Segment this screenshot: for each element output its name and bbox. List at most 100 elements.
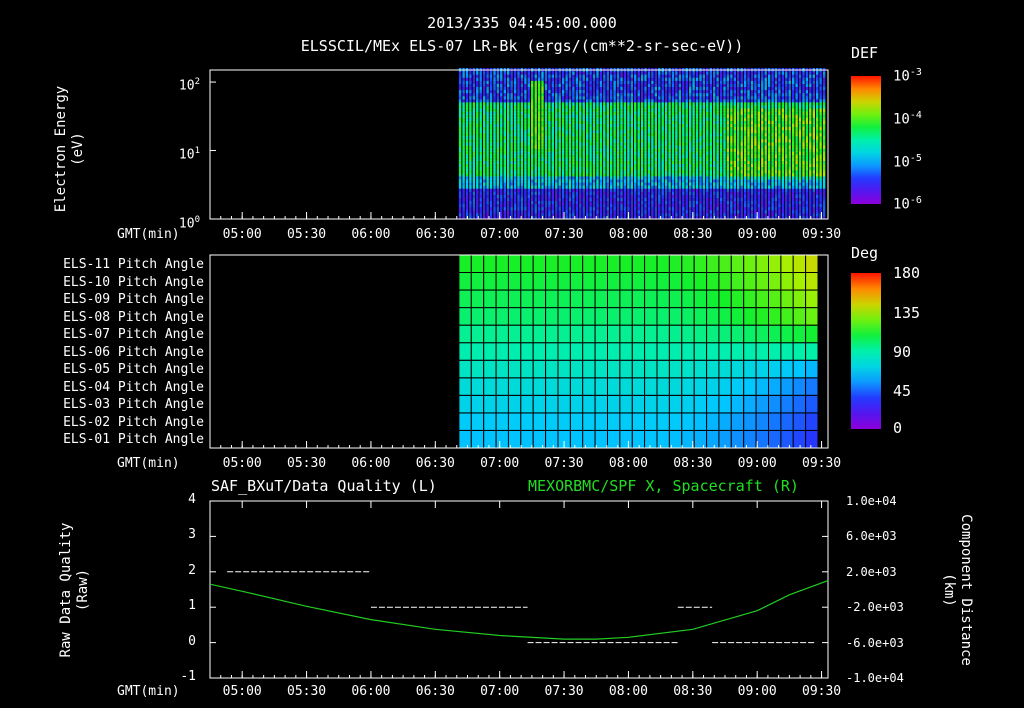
pitch-cell <box>458 254 472 273</box>
pitch-cell <box>582 412 596 431</box>
pitch-cell <box>569 394 584 414</box>
pitch-cell <box>768 412 782 431</box>
pitch-cell <box>470 254 485 273</box>
pitch-cell <box>718 324 732 344</box>
panel1-cbtick-2: 10-5 <box>893 153 922 171</box>
pitch-cell <box>495 377 510 396</box>
pitch-cell <box>743 254 757 273</box>
panel3-ytick-left-label: 2 <box>188 562 196 578</box>
pitch-cell <box>594 254 608 273</box>
pitch-cell <box>520 412 534 431</box>
pitch-cell <box>495 430 510 449</box>
pitch-cell <box>545 307 559 326</box>
pitch-cell <box>780 254 794 273</box>
pitch-cell <box>792 430 807 449</box>
pitch-cell <box>470 377 485 396</box>
pitch-cell <box>532 430 547 449</box>
pitch-cell <box>582 342 596 361</box>
pitch-cell <box>805 394 819 414</box>
pitch-cell <box>470 307 485 326</box>
pitch-cell <box>458 289 472 309</box>
pitch-cell <box>495 289 510 309</box>
pitch-cell <box>470 342 485 361</box>
panel3-ytick-left-label: -1 <box>180 669 196 684</box>
pitch-cell <box>780 272 794 291</box>
pitch-cell <box>644 359 658 379</box>
pitch-cell <box>805 359 819 379</box>
panel3-title-right: MEXORBMC/SPF X, Spacecraft (R) <box>528 477 799 495</box>
time-tick-label: 05:30 <box>286 227 327 242</box>
pitch-cell <box>755 272 769 291</box>
pitch-cell <box>730 394 745 414</box>
pitch-cell <box>656 342 670 361</box>
pitch-cell <box>656 394 670 414</box>
pitch-cell <box>631 412 646 431</box>
time-tick-label: 08:30 <box>673 456 713 471</box>
time-tick-label: 06:00 <box>351 227 391 242</box>
pitch-cell <box>681 289 695 309</box>
pitch-cell <box>582 377 596 396</box>
pitch-cell <box>545 377 559 396</box>
pitch-cell <box>681 377 695 396</box>
panel1-spectrogram <box>458 68 826 220</box>
time-tick-label: 05:00 <box>222 227 262 242</box>
pitch-cell <box>582 272 596 291</box>
panel1-ytick-1: 101 <box>178 146 200 163</box>
time-tick-label: 08:00 <box>608 456 649 471</box>
time-tick-label: 09:00 <box>737 227 777 242</box>
time-tick-label: 09:30 <box>801 227 842 242</box>
pitch-cell <box>805 377 819 396</box>
pitch-cell <box>718 412 732 431</box>
pitch-cell <box>458 412 472 431</box>
pitch-cell <box>532 324 547 344</box>
pitch-cell <box>743 289 757 309</box>
pitch-cell <box>718 289 732 309</box>
pitch-cell <box>693 394 708 414</box>
pitch-cell <box>718 394 732 414</box>
pitch-cell <box>805 342 819 361</box>
pitch-cell <box>582 307 596 326</box>
pitch-cell <box>594 430 608 449</box>
pitch-cell <box>569 342 584 361</box>
time-axis-label: GMT(min) <box>117 456 180 471</box>
pitch-cell <box>743 272 757 291</box>
pitch-cell <box>805 289 819 309</box>
time-tick-label: 06:30 <box>415 227 455 242</box>
pitch-cell <box>631 430 646 449</box>
pitch-cell <box>594 307 608 326</box>
panel2-frame <box>209 254 829 449</box>
pitch-cell <box>483 289 497 309</box>
pitch-cell <box>730 324 745 344</box>
pitch-cell <box>582 254 596 273</box>
pitch-cell <box>743 412 757 431</box>
pitch-cell <box>607 342 621 361</box>
panel3-ytick-left-label: 4 <box>188 492 196 507</box>
pitch-cell <box>607 289 621 309</box>
pitch-cell <box>743 430 757 449</box>
pitch-cell <box>743 377 757 396</box>
time-tick-label: 08:30 <box>673 684 713 699</box>
pitch-cell <box>619 307 633 326</box>
pitch-cell <box>594 412 608 431</box>
pitch-cell <box>520 377 534 396</box>
spacecraft-x-line <box>209 580 829 640</box>
pitch-cell <box>656 289 670 309</box>
pitch-cell <box>681 324 695 344</box>
panel2-colorbar-title: Deg <box>851 244 879 262</box>
pitch-cell <box>607 394 621 414</box>
pitch-cell <box>582 430 596 449</box>
pitch-cell <box>532 307 547 326</box>
panel1-ytick-2: 102 <box>178 77 200 94</box>
pitch-cell <box>768 342 782 361</box>
time-tick-label: 07:30 <box>544 456 584 471</box>
pitch-cell <box>681 359 695 379</box>
pitch-cell <box>458 430 472 449</box>
pitch-cell <box>594 359 608 379</box>
pitch-cell <box>730 342 745 361</box>
pitch-cell <box>458 394 472 414</box>
panel2-cbtick-2: 90 <box>893 343 912 361</box>
panel2-cbtick-4: 0 <box>893 419 903 437</box>
pitch-cell <box>557 412 571 431</box>
panel3-frame <box>209 500 829 679</box>
pitch-cell <box>792 307 807 326</box>
